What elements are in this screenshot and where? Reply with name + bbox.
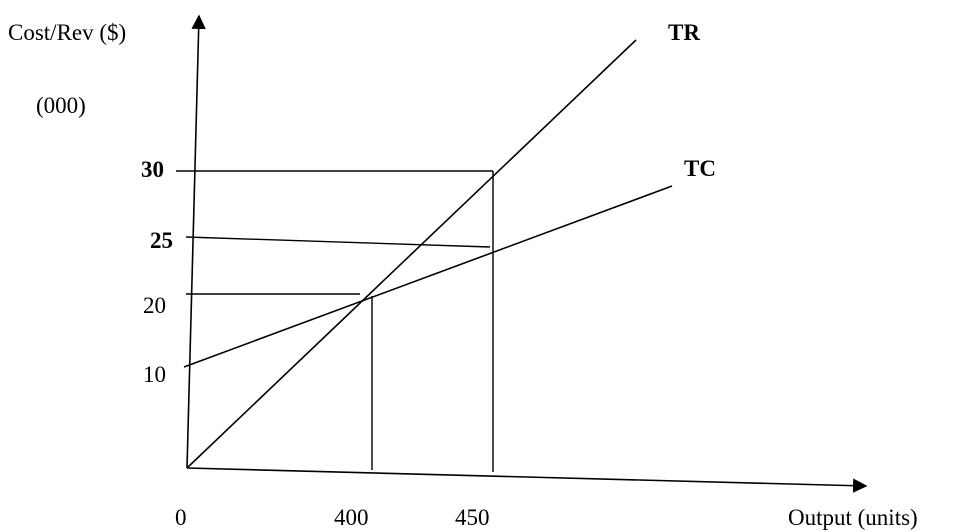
- y-tick-label-25: 25: [150, 228, 173, 253]
- y-axis: [186, 14, 206, 469]
- y-axis-title: Cost/Rev ($): [8, 20, 126, 45]
- x-tick-label-450: 450: [455, 505, 490, 530]
- y-tick-label-30: 30: [141, 157, 164, 182]
- series-label-tc: TC: [684, 156, 716, 181]
- y-tick-label-10: 10: [143, 362, 166, 387]
- guide-h-25: [185, 236, 491, 248]
- x-tick-label-0: 0: [175, 505, 187, 530]
- x-axis-title: Output (units): [788, 505, 918, 530]
- series-label-tr: TR: [668, 20, 700, 45]
- x-axis: [186, 467, 868, 493]
- y-tick-label-20: 20: [143, 293, 166, 318]
- series-line-tc: [183, 185, 673, 368]
- y-axis-units: (000): [36, 93, 86, 118]
- series-line-tr: [186, 39, 637, 469]
- x-tick-label-400: 400: [334, 505, 369, 530]
